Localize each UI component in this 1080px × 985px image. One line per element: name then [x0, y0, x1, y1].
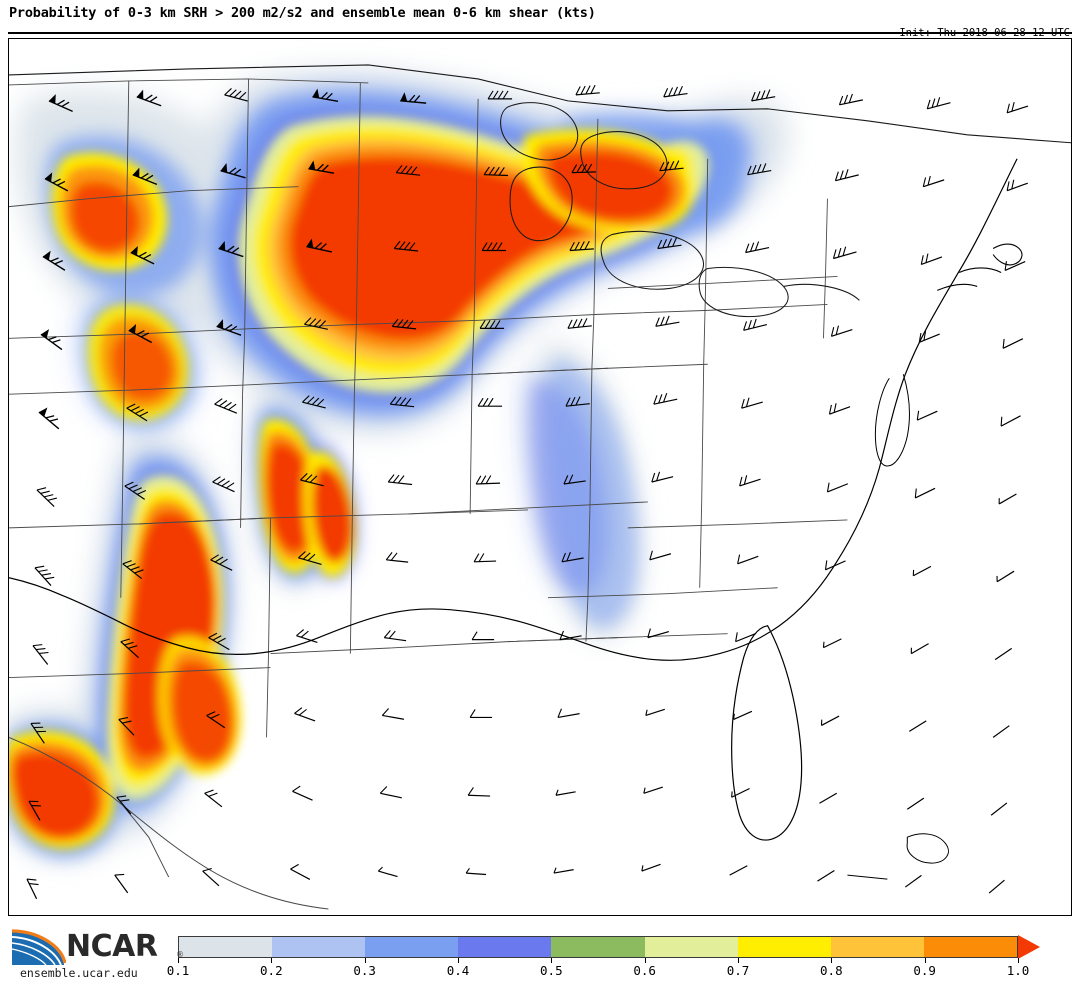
colorbar-segment-0.9-1.0	[923, 937, 1017, 957]
colorbar-tick-0.3	[364, 958, 366, 963]
colorbar-gradient	[178, 936, 1018, 958]
ncar-logo-text: NCAR	[66, 929, 158, 964]
colorbar-segment-0.5-0.6	[551, 937, 645, 957]
colorbar-segment-0.1-0.2	[179, 937, 273, 957]
colorbar[interactable]	[178, 935, 1040, 959]
map-canvas[interactable]	[8, 38, 1072, 916]
colorbar-tick-1.0	[1018, 958, 1019, 963]
colorbar-tick-0.6	[644, 958, 646, 963]
colorbar-label-0.8: 0.8	[820, 963, 843, 978]
probability-shading	[9, 69, 790, 859]
colorbar-label-0.6: 0.6	[633, 963, 656, 978]
colorbar-axis: 0.1 0.2 0.3 0.4 0.5 0.6 0.7 0.8 0.9 1.0	[167, 958, 1029, 984]
map-graphic	[9, 64, 1071, 910]
colorbar-tick-0.8	[831, 958, 833, 963]
colorbar-tick-0.9	[924, 958, 926, 963]
map-boundaries	[9, 64, 1071, 910]
page-title: Probability of 0-3 km SRH > 200 m2/s2 an…	[9, 5, 596, 21]
ncar-logo-url: ensemble.ucar.edu	[20, 966, 138, 980]
colorbar-segment-0.4-0.5	[458, 937, 552, 957]
ncar-logo-mark	[11, 929, 66, 966]
colorbar-label-0.4: 0.4	[446, 963, 470, 978]
colorbar-segment-0.8-0.9	[830, 937, 924, 957]
header-divider	[8, 32, 1072, 34]
colorbar-label-0.5: 0.5	[540, 963, 563, 978]
colorbar-label-0.3: 0.3	[353, 963, 376, 978]
colorbar-segment-0.7-0.8	[737, 937, 831, 957]
ncar-logo[interactable]: NCAR ensemble.ucar.edu ®	[8, 928, 184, 980]
colorbar-tick-0.7	[738, 958, 739, 963]
colorbar-label-0.1: 0.1	[166, 963, 190, 978]
colorbar-tick-0.5	[551, 958, 553, 963]
colorbar-tick-0.1	[178, 958, 179, 963]
colorbar-label-0.9: 0.9	[913, 963, 936, 978]
header: Probability of 0-3 km SRH > 200 m2/s2 an…	[0, 0, 1080, 78]
colorbar-label-1.0: 1.0	[1006, 963, 1030, 978]
colorbar-segment-0.6-0.7	[644, 937, 738, 957]
colorbar-segment-0.2-0.3	[272, 937, 366, 957]
colorbar-tick-0.2	[271, 958, 273, 963]
colorbar-label-0.2: 0.2	[260, 963, 283, 978]
colorbar-segment-0.3-0.4	[365, 937, 459, 957]
colorbar-tick-0.4	[458, 958, 459, 963]
colorbar-label-0.7: 0.7	[726, 963, 750, 978]
colorbar-extend-arrow	[1018, 935, 1040, 959]
registered-mark: ®	[176, 950, 184, 959]
